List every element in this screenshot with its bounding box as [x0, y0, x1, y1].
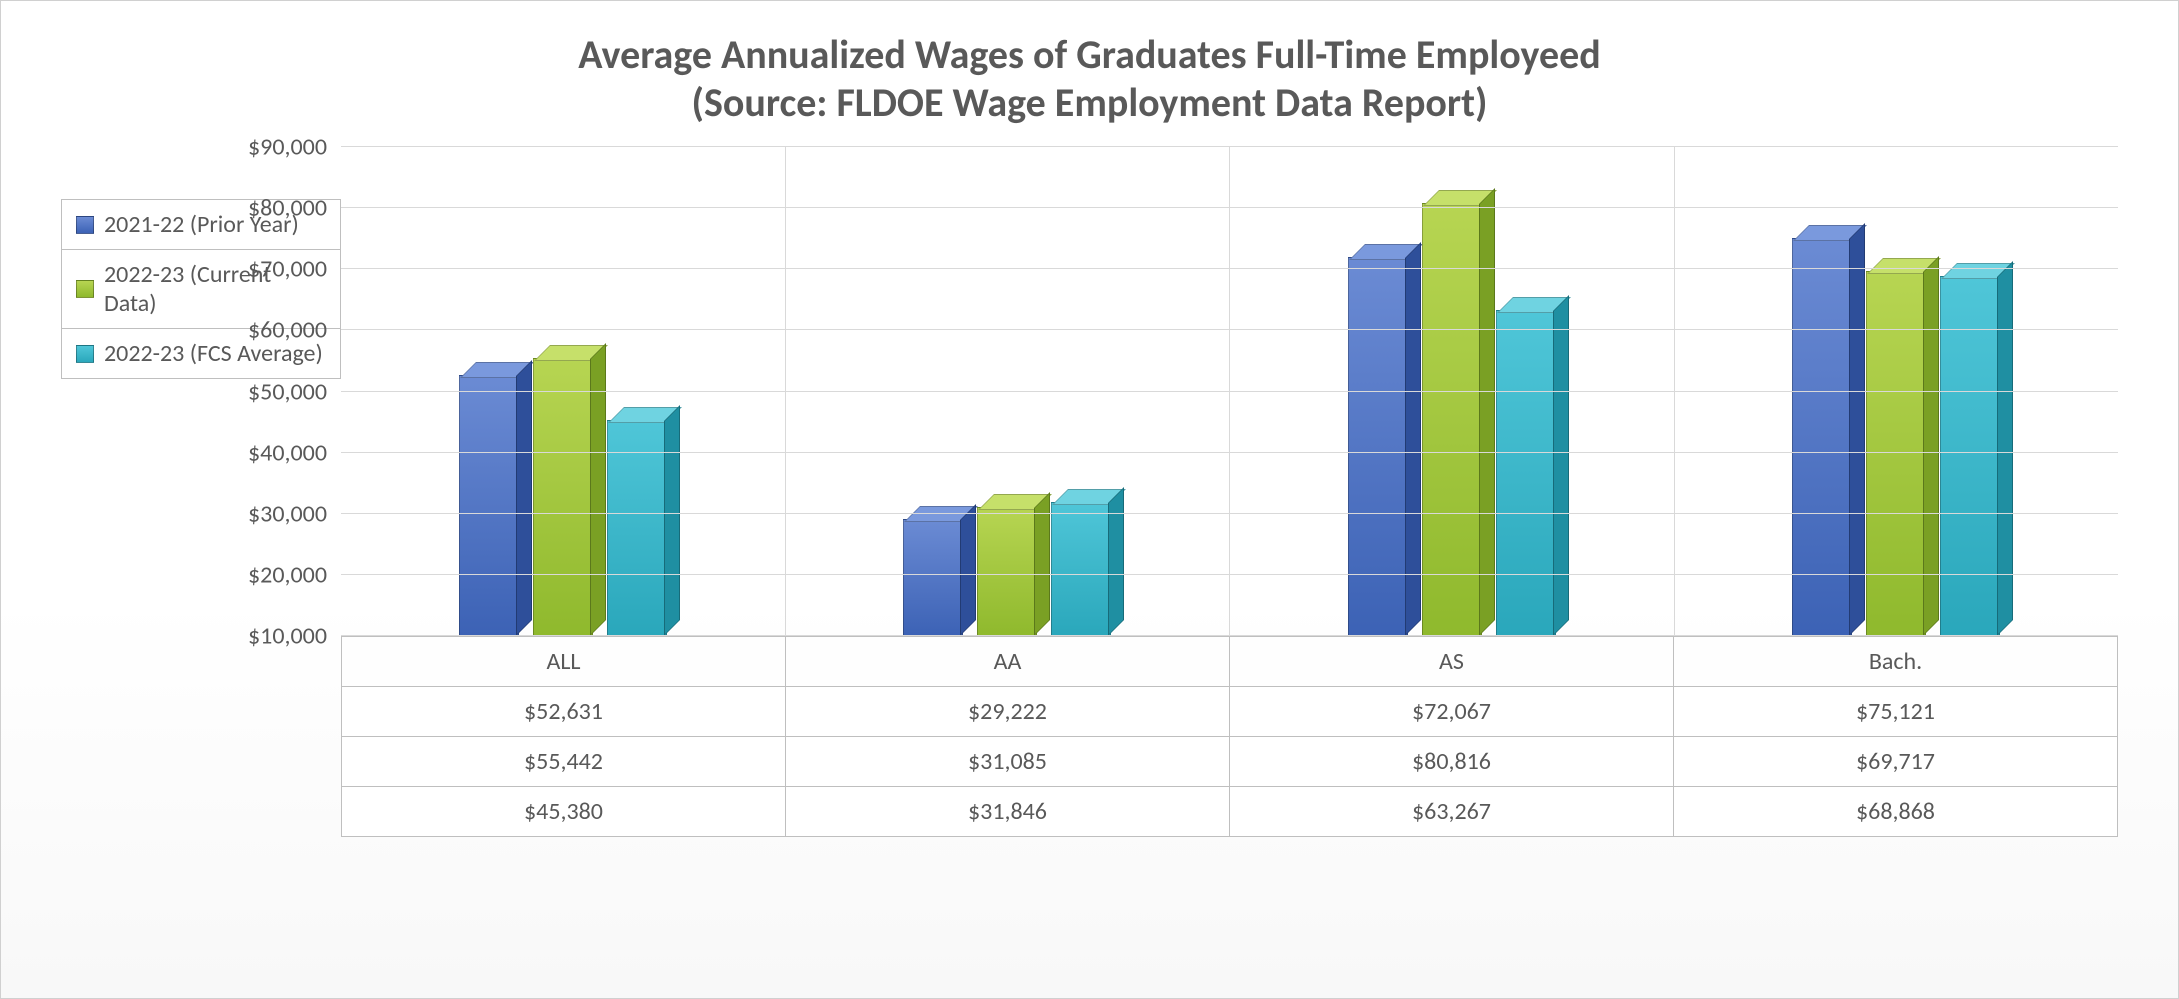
table-cell: $45,380: [341, 787, 785, 837]
table-cell: $63,267: [1229, 787, 1673, 837]
y-axis-label: $50,000: [248, 377, 327, 406]
table-cell: $52,631: [341, 687, 785, 737]
chart-title: Average Annualized Wages of Graduates Fu…: [61, 31, 2118, 127]
table-row: $45,380 $31,846 $63,267 $68,868: [341, 787, 2118, 837]
gridline: $80,000: [341, 207, 2118, 208]
x-axis-row: ALL AA AS Bach.: [341, 637, 2118, 687]
plot-and-table: $10,000 $20,000 $30,000 $40,000 $50,000 $60,0…: [341, 147, 2118, 837]
legend-swatch-current-data: [76, 280, 94, 298]
table-row: $52,631 $29,222 $72,067 $75,121: [341, 687, 2118, 737]
table-cell: $80,816: [1229, 737, 1673, 787]
bar: [459, 375, 519, 636]
y-axis-label: $20,000: [248, 560, 327, 589]
x-axis-label: ALL: [342, 637, 785, 687]
table-cell: $68,868: [1673, 787, 2117, 837]
bar-group: [1674, 147, 2119, 636]
table-cell: $69,717: [1673, 737, 2117, 787]
bar: [1348, 257, 1408, 636]
gridline: $30,000: [341, 513, 2118, 514]
gridline: $10,000: [341, 635, 2118, 636]
legend-swatch-prior-year: [76, 216, 94, 234]
gridline: $70,000: [341, 268, 2118, 269]
y-axis-label: $40,000: [248, 438, 327, 467]
y-axis-label: $10,000: [248, 622, 327, 651]
bar: [1051, 502, 1111, 636]
bar-group: [1229, 147, 1674, 636]
bar-groups: [341, 147, 2118, 636]
table-cell: $72,067: [1229, 687, 1673, 737]
table-cell: $29,222: [785, 687, 1229, 737]
y-axis-label: $60,000: [248, 316, 327, 345]
gridline: $50,000: [341, 391, 2118, 392]
bar: [1866, 271, 1926, 636]
x-axis-label: Bach.: [1673, 637, 2117, 687]
x-axis-label: AA: [785, 637, 1229, 687]
chart-title-line1: Average Annualized Wages of Graduates Fu…: [578, 30, 1600, 79]
table-cell: $31,846: [785, 787, 1229, 837]
bar: [903, 519, 963, 636]
bar-group: [785, 147, 1230, 636]
y-axis-label: $80,000: [248, 194, 327, 223]
bar: [1792, 238, 1852, 636]
bar-group: [341, 147, 785, 636]
x-axis-label: AS: [1229, 637, 1673, 687]
gridline: $20,000: [341, 574, 2118, 575]
table-cell: $55,442: [341, 737, 785, 787]
bar: [1496, 310, 1556, 636]
plot-area: $10,000 $20,000 $30,000 $40,000 $50,000 $60,0…: [341, 147, 2118, 637]
gridline: $40,000: [341, 452, 2118, 453]
bar: [533, 358, 593, 636]
table-cell: $75,121: [1673, 687, 2117, 737]
bar: [977, 507, 1037, 636]
table-row: $55,442 $31,085 $80,816 $69,717: [341, 737, 2118, 787]
chart-title-line2: (Source: FLDOE Wage Employment Data Repo…: [692, 78, 1488, 127]
chart-body: 2021-22 (Prior Year) 2022-23 (Current Da…: [61, 147, 2118, 837]
chart-container: Average Annualized Wages of Graduates Fu…: [0, 0, 2179, 999]
y-axis-label: $90,000: [248, 133, 327, 162]
y-axis-label: $30,000: [248, 499, 327, 528]
y-axis-label: $70,000: [248, 255, 327, 284]
table-cell: $31,085: [785, 737, 1229, 787]
gridline: $60,000: [341, 329, 2118, 330]
legend-swatch-fcs-average: [76, 345, 94, 363]
gridline: $90,000: [341, 146, 2118, 147]
